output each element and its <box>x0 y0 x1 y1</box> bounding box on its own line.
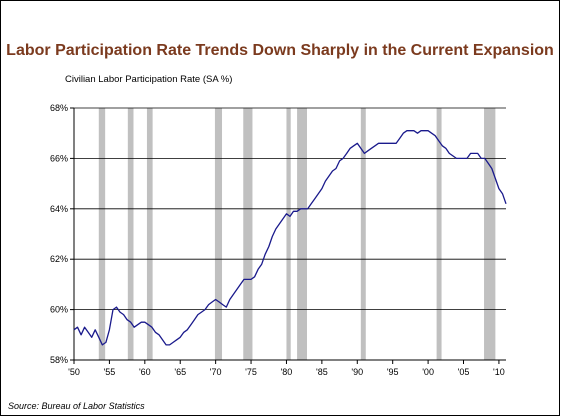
x-tick-label: '10 <box>493 367 505 377</box>
x-tick-label: '85 <box>316 367 328 377</box>
series-line <box>73 130 507 346</box>
recession-bar <box>243 108 253 360</box>
y-tick-label: 60% <box>50 305 68 315</box>
x-tick-label: '60 <box>139 367 151 377</box>
x-tick-label: '70 <box>210 367 222 377</box>
y-axis-label: Civilian Labor Participation Rate (SA %) <box>65 74 233 85</box>
axes <box>73 108 506 361</box>
recession-bar <box>297 108 307 360</box>
y-tick-label: 58% <box>50 355 68 365</box>
x-tick-label: '00 <box>422 367 434 377</box>
recession-bar <box>436 108 442 360</box>
x-tick-label: '80 <box>281 367 293 377</box>
y-tick-label: 66% <box>50 153 68 163</box>
y-tick-label: 62% <box>50 254 68 264</box>
x-tick-label: '55 <box>104 367 116 377</box>
x-tick-label: '90 <box>351 367 363 377</box>
recession-bar <box>146 108 153 360</box>
recession-bar <box>484 108 496 360</box>
recession-bar <box>360 108 366 360</box>
x-tick-label: '50 <box>68 367 80 377</box>
y-tick-labels: 58% 60% 62% 64% 66% 68% <box>50 103 74 365</box>
series-layer <box>73 130 507 346</box>
x-tick-label: '05 <box>458 367 470 377</box>
x-tick-label: '75 <box>245 367 257 377</box>
x-tick-labels: '50 '55 '60 '65 '70 '75 '80 '85 '90 '95 '00 '05 '10 <box>68 360 505 377</box>
y-tick-label: 68% <box>50 103 68 113</box>
source-note: Source: Bureau of Labor Statistics <box>8 401 145 411</box>
recession-shading <box>98 108 496 360</box>
gridlines <box>74 107 506 311</box>
recession-bar <box>214 108 223 360</box>
y-tick-label: 64% <box>50 204 68 214</box>
recession-bar <box>127 108 134 360</box>
x-tick-label: '95 <box>387 367 399 377</box>
chart-title: Labor Participation Rate Trends Down Sha… <box>6 42 554 59</box>
recession-bar <box>98 108 106 360</box>
x-tick-label: '65 <box>174 367 186 377</box>
recession-bar <box>286 108 291 360</box>
